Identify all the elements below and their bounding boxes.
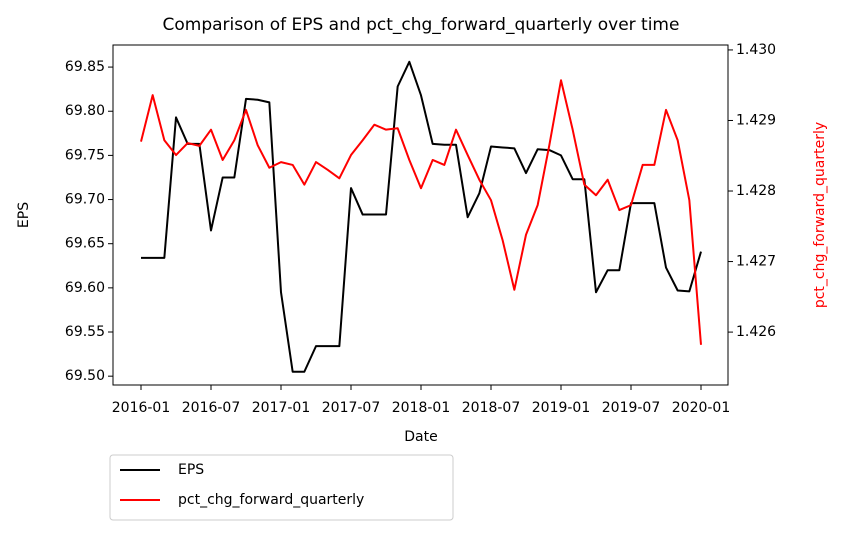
y-tick-label: 69.75 (65, 147, 105, 163)
y-tick-label: 69.70 (65, 192, 105, 208)
legend-label: EPS (178, 462, 204, 478)
y-tick-label: 69.85 (65, 59, 105, 75)
y-tick-label: 69.60 (65, 280, 105, 296)
x-tick-label: 2017-07 (322, 400, 381, 416)
x-tick-label: 2017-01 (252, 400, 311, 416)
x-tick-label: 2018-01 (392, 400, 451, 416)
x-tick-label: 2018-07 (462, 400, 521, 416)
x-tick-label: 2020-01 (672, 400, 731, 416)
series-line (140, 79, 702, 345)
y-tick-label: 69.80 (65, 103, 105, 119)
y2-tick-label: 1.429 (736, 112, 776, 128)
x-tick-label: 2016-01 (112, 400, 171, 416)
y2-tick-label: 1.430 (736, 42, 776, 58)
y-tick-label: 69.55 (65, 324, 105, 340)
x-axis-label: Date (404, 429, 437, 445)
y-tick-label: 69.65 (65, 236, 105, 252)
y2-tick-label: 1.426 (736, 324, 776, 340)
chart-title: Comparison of EPS and pct_chg_forward_qu… (163, 15, 680, 35)
y2-tick-label: 1.428 (736, 183, 776, 199)
legend-box (109, 454, 454, 521)
y2-axis-label: pct_chg_forward_quarterly (812, 122, 828, 308)
x-tick-label: 2019-01 (532, 400, 591, 416)
legend-label: pct_chg_forward_quarterly (178, 492, 364, 508)
x-tick-label: 2019-07 (602, 400, 661, 416)
series-line (141, 60, 702, 373)
y2-tick-label: 1.427 (736, 254, 776, 270)
y-axis-label: EPS (16, 202, 32, 228)
y-tick-label: 69.50 (65, 368, 105, 384)
x-tick-label: 2016-07 (182, 400, 241, 416)
